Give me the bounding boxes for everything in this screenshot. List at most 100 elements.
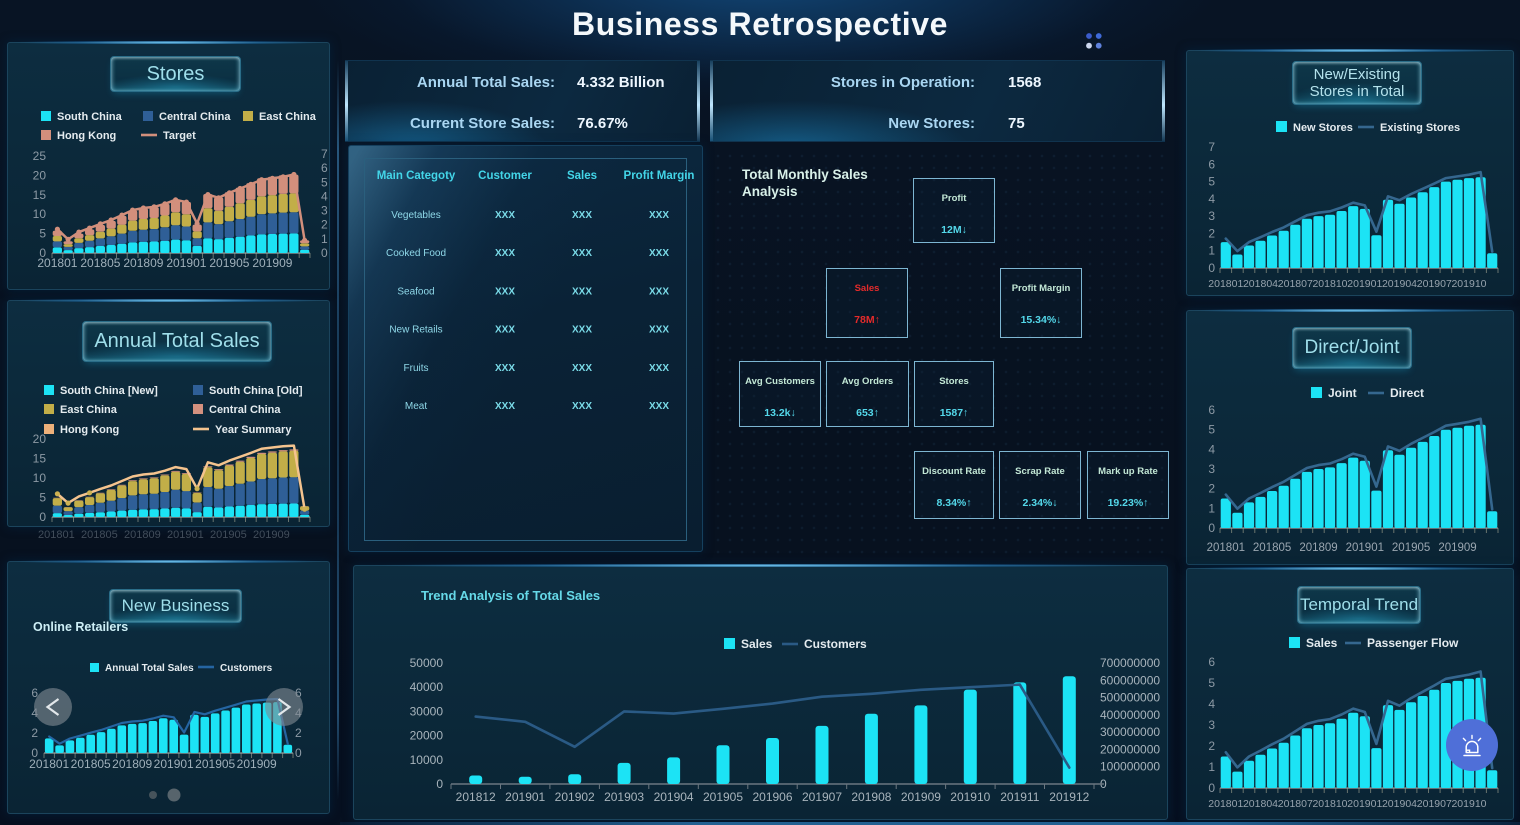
svg-text:201805: 201805	[80, 256, 120, 270]
svg-text:Joint: Joint	[1328, 386, 1357, 400]
svg-text:201809: 201809	[1299, 542, 1337, 554]
svg-text:0: 0	[1208, 261, 1215, 275]
svg-text:201902: 201902	[555, 790, 595, 804]
svg-text:South China [New]: South China [New]	[60, 385, 158, 397]
svg-text:201909: 201909	[253, 529, 290, 541]
svg-text:200000000: 200000000	[1100, 742, 1160, 756]
svg-text:201805: 201805	[81, 529, 118, 541]
svg-text:XXX: XXX	[495, 401, 515, 412]
svg-text:10000: 10000	[410, 753, 444, 767]
svg-text:4: 4	[31, 706, 38, 720]
svg-text:Meat: Meat	[405, 401, 427, 412]
svg-text:2: 2	[31, 726, 38, 740]
svg-text:2: 2	[1208, 739, 1215, 753]
svg-text:201809: 201809	[112, 757, 152, 771]
svg-text:6: 6	[321, 161, 328, 175]
svg-text:201904: 201904	[1382, 798, 1417, 810]
svg-text:201901: 201901	[154, 757, 194, 771]
svg-text:500000000: 500000000	[1100, 691, 1160, 705]
svg-text:Seafood: Seafood	[397, 286, 434, 297]
svg-text:7: 7	[1208, 140, 1215, 154]
svg-text:400000000: 400000000	[1100, 708, 1160, 722]
svg-text:5: 5	[1208, 175, 1215, 189]
svg-text:Direct: Direct	[1390, 386, 1424, 400]
svg-text:0: 0	[321, 246, 328, 260]
svg-text:XXX: XXX	[495, 248, 515, 259]
svg-text:201905: 201905	[703, 790, 743, 804]
svg-text:40000: 40000	[410, 680, 444, 694]
svg-text:XXX: XXX	[572, 248, 592, 259]
svg-text:30000: 30000	[410, 704, 444, 718]
svg-text:300000000: 300000000	[1100, 725, 1160, 739]
svg-text:0: 0	[39, 510, 46, 524]
svg-text:201901: 201901	[505, 790, 545, 804]
svg-text:201801: 201801	[37, 256, 77, 270]
svg-text:1: 1	[1208, 501, 1215, 515]
svg-text:201907: 201907	[802, 790, 842, 804]
svg-text:50000: 50000	[410, 656, 444, 670]
svg-text:East China: East China	[60, 404, 118, 416]
svg-text:5: 5	[39, 227, 46, 241]
svg-text:Online Retailers: Online Retailers	[33, 620, 128, 634]
svg-text:1: 1	[1208, 760, 1215, 774]
svg-text:201901: 201901	[166, 256, 206, 270]
svg-text:201909: 201909	[1438, 542, 1476, 554]
svg-text:201901: 201901	[1347, 278, 1382, 290]
svg-text:4: 4	[1208, 192, 1215, 206]
svg-text:XXX: XXX	[495, 363, 515, 374]
svg-text:2: 2	[295, 726, 302, 740]
svg-text:XXX: XXX	[649, 401, 669, 412]
svg-text:700000000: 700000000	[1100, 656, 1160, 670]
svg-text:201905: 201905	[209, 256, 249, 270]
svg-text:Customers: Customers	[804, 637, 867, 651]
svg-text:XXX: XXX	[572, 401, 592, 412]
svg-text:201801: 201801	[1208, 278, 1243, 290]
svg-text:Central China: Central China	[209, 404, 281, 416]
svg-text:201907: 201907	[1417, 798, 1452, 810]
svg-text:4: 4	[321, 189, 328, 203]
svg-text:201805: 201805	[1253, 542, 1291, 554]
svg-text:1: 1	[321, 232, 328, 246]
svg-text:Fruits: Fruits	[404, 363, 429, 374]
svg-text:201904: 201904	[1382, 278, 1417, 290]
svg-text:201903: 201903	[604, 790, 644, 804]
svg-text:Customers: Customers	[220, 663, 273, 674]
svg-text:201810: 201810	[1312, 798, 1347, 810]
svg-text:201907: 201907	[1417, 278, 1452, 290]
svg-text:201909: 201909	[252, 256, 292, 270]
svg-text:Vegetables: Vegetables	[391, 210, 441, 221]
svg-text:10: 10	[33, 207, 47, 221]
svg-text:3: 3	[1208, 718, 1215, 732]
svg-text:201909: 201909	[901, 790, 941, 804]
svg-text:Hong Kong: Hong Kong	[60, 424, 119, 436]
svg-text:Hong Kong: Hong Kong	[57, 130, 116, 142]
svg-text:201904: 201904	[654, 790, 694, 804]
svg-text:100000000: 100000000	[1100, 760, 1160, 774]
svg-text:201911: 201911	[1000, 790, 1039, 804]
svg-text:201910: 201910	[950, 790, 990, 804]
svg-text:3: 3	[321, 204, 328, 218]
svg-text:Trend Analysis of Total Sales: Trend Analysis of Total Sales	[421, 588, 600, 603]
svg-text:5: 5	[1208, 676, 1215, 690]
svg-text:4: 4	[1208, 697, 1215, 711]
svg-text:Central China: Central China	[159, 111, 231, 123]
svg-text:6: 6	[1208, 157, 1215, 171]
svg-text:20: 20	[33, 432, 47, 446]
svg-text:XXX: XXX	[495, 325, 515, 336]
svg-text:XXX: XXX	[572, 325, 592, 336]
svg-text:XXX: XXX	[572, 210, 592, 221]
svg-text:1: 1	[1208, 244, 1215, 258]
svg-text:6: 6	[1208, 403, 1215, 417]
svg-text:201905: 201905	[210, 529, 247, 541]
svg-text:5: 5	[39, 491, 46, 505]
svg-text:201906: 201906	[752, 790, 792, 804]
svg-text:201807: 201807	[1278, 278, 1313, 290]
svg-text:600000000: 600000000	[1100, 673, 1160, 687]
svg-text:South China: South China	[57, 111, 123, 123]
svg-text:201805: 201805	[71, 757, 111, 771]
svg-text:201910: 201910	[1451, 278, 1486, 290]
svg-text:201809: 201809	[123, 256, 163, 270]
svg-text:20000: 20000	[410, 729, 444, 743]
svg-text:201912: 201912	[1049, 790, 1089, 804]
svg-text:3: 3	[1208, 209, 1215, 223]
